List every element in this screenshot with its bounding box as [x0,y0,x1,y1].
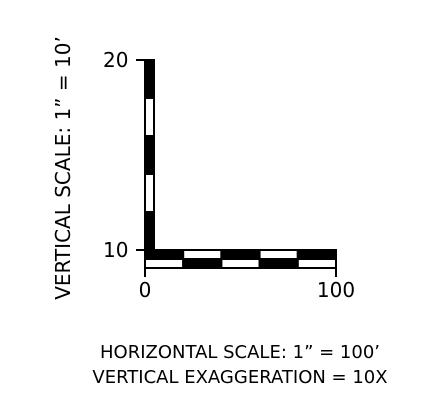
vertical-tick-label-10: 10 [103,238,128,262]
horizontal-bar-segment [144,258,185,269]
vertical-tick-label-20: 20 [103,48,128,72]
vertical-bar-segment [144,211,155,251]
vertical-exaggeration-caption: VERTICAL EXAGGERATION = 10X [92,367,387,388]
horizontal-bar-segment [296,249,337,260]
horizontal-bar-segment [182,258,223,269]
horizontal-bar-segment [182,249,223,260]
horizontal-bar-segment [220,258,261,269]
horizontal-bar-segment [144,249,185,260]
horizontal-tick-label-0: 0 [139,278,152,302]
horizontal-bar-segment [258,258,299,269]
horizontal-scale-bar [144,249,337,269]
horizontal-tick-label-100: 100 [317,278,355,302]
horizontal-scale-caption: HORIZONTAL SCALE: 1” = 100’ [100,342,380,363]
horizontal-bar-segment [220,249,261,260]
vertical-bar-segment [144,173,155,213]
vertical-scale-label: VERTICAL SCALE: 1” = 10’ [51,36,75,300]
vertical-bar-segment [144,135,155,175]
horizontal-bar-segment [296,258,337,269]
horizontal-bar-segment [258,249,299,260]
vertical-bar-segment [144,59,155,99]
vertical-scale-bar [144,59,155,251]
vertical-bar-segment [144,97,155,137]
